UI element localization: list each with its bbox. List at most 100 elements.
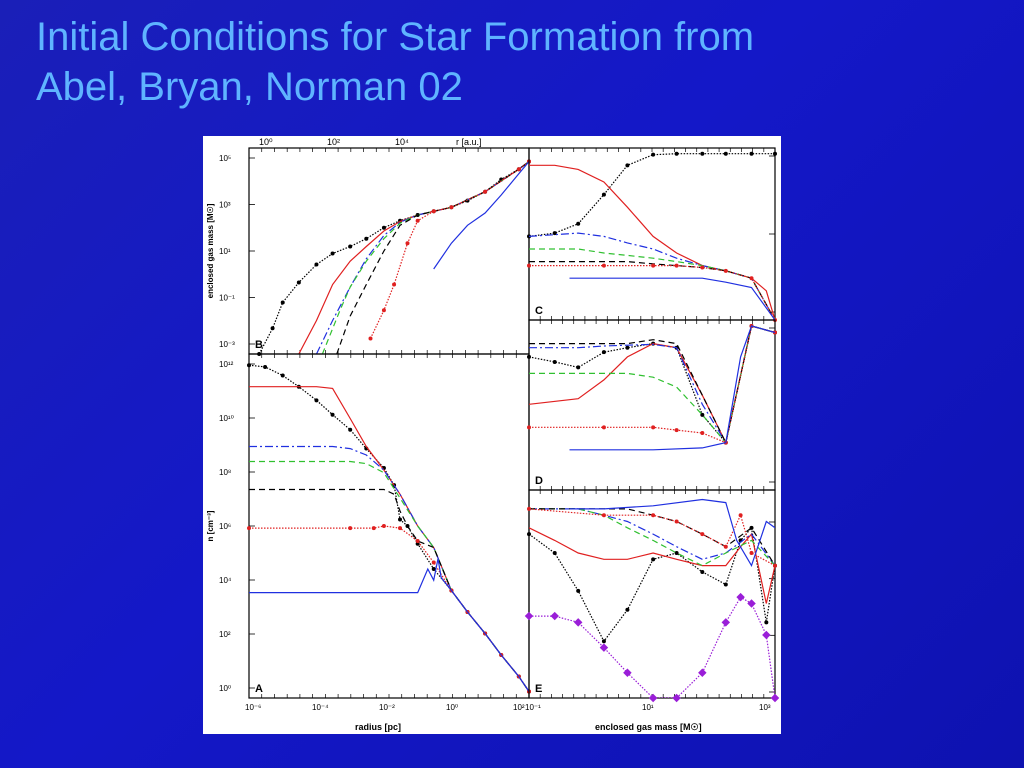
series-marker <box>773 151 777 156</box>
series-marker <box>698 668 707 678</box>
x-tick-label: 10⁻⁴ <box>312 703 329 712</box>
series-marker <box>700 412 705 417</box>
slide-title: Initial Conditions for Star Formation fr… <box>36 12 936 112</box>
y-axis-label-A: n [cm⁻³] <box>206 510 215 541</box>
series-line-E-5 <box>529 508 775 567</box>
series-marker <box>672 693 681 703</box>
series-marker <box>601 513 606 518</box>
series-marker <box>651 263 656 268</box>
series-marker <box>348 526 353 531</box>
series-marker <box>527 532 531 537</box>
series-line-A-5 <box>249 525 529 692</box>
y-tick-label: 10¹⁰ <box>219 414 234 423</box>
series-line-B-1 <box>298 161 529 354</box>
series-marker <box>527 263 531 268</box>
x-tick-label: 10¹ <box>642 703 654 712</box>
series-marker <box>431 567 436 571</box>
series-marker <box>415 539 420 544</box>
series-marker <box>747 599 756 608</box>
series-line-C-4 <box>529 261 775 320</box>
series-marker <box>601 263 606 268</box>
plot-group: B 10⁻³ 10⁻¹ 10¹ 10³ 10⁵ enclosed gas mass [M☉]… <box>206 147 799 712</box>
x-tick-label: 10⁰ <box>446 703 458 712</box>
y-tick-label: 10⁻¹ <box>219 294 235 303</box>
figure-panel: r [a.u.] 10⁰ 10² 10⁴ radius [pc] enclose… <box>203 136 799 734</box>
series-marker <box>381 524 386 528</box>
series-marker <box>625 607 630 612</box>
series-marker <box>483 189 488 194</box>
series-marker <box>415 218 420 223</box>
series-marker <box>527 354 531 359</box>
series-marker <box>527 425 531 430</box>
series-marker <box>749 551 754 556</box>
series-line-C-1 <box>529 164 775 320</box>
series-line-B-6 <box>433 161 529 270</box>
series-marker <box>736 592 745 602</box>
panel-letter-E: E <box>535 683 542 695</box>
slide-title-line-2: Abel, Bryan, Norman 02 <box>36 65 463 109</box>
top-axis-tick-1: 10² <box>327 137 340 147</box>
series-marker <box>623 668 632 678</box>
series-marker <box>330 412 335 417</box>
series-marker <box>723 582 728 587</box>
series-line-E-2 <box>529 508 775 566</box>
series-marker <box>674 428 679 433</box>
y-tick-label: 10² <box>219 630 231 639</box>
series-marker <box>348 427 353 432</box>
series-line-A-6 <box>249 558 529 692</box>
panel-letter-C: C <box>535 305 543 317</box>
y-axis-label-B: enclosed gas mass [M☉] <box>206 203 215 298</box>
series-marker <box>550 611 559 621</box>
series-marker <box>749 276 754 281</box>
series-marker <box>552 551 557 556</box>
series-marker <box>601 350 606 355</box>
series-line-A-4 <box>249 488 529 692</box>
x-tick-label: 10² <box>513 703 525 712</box>
series-line-C-0 <box>529 153 775 237</box>
series-line-B-2 <box>315 161 529 354</box>
series-line-E-4 <box>529 508 775 566</box>
series-marker <box>348 244 353 249</box>
y-tick-label: 10¹ <box>219 247 231 256</box>
y-tick-label: 10⁸ <box>219 468 231 477</box>
series-marker <box>405 241 410 246</box>
series-marker <box>601 425 606 430</box>
series-line-A-1 <box>249 386 529 692</box>
series-line-E-3 <box>529 508 775 567</box>
series-marker <box>770 693 780 703</box>
series-marker <box>247 526 251 531</box>
series-marker <box>651 513 656 518</box>
y-tick-label: 10⁻³ <box>219 340 235 349</box>
series-marker <box>674 551 679 556</box>
series-line-B-0 <box>258 161 529 354</box>
series-marker <box>738 513 743 518</box>
series-marker <box>527 506 531 511</box>
series-marker <box>552 231 557 236</box>
series-marker <box>723 544 728 549</box>
series-marker <box>700 151 705 156</box>
series-marker <box>270 326 275 331</box>
y-tick-label: 10⁴ <box>219 576 232 585</box>
series-marker <box>431 560 436 565</box>
y-tick-label: 10⁵ <box>219 154 231 163</box>
series-marker <box>674 151 679 156</box>
series-marker <box>371 526 376 531</box>
series-marker <box>700 431 705 436</box>
series-marker <box>330 251 335 256</box>
series-marker <box>674 263 679 268</box>
series-marker <box>296 280 301 285</box>
series-line-E-7 <box>529 596 775 698</box>
series-marker <box>601 192 606 197</box>
series-marker <box>764 620 769 625</box>
series-marker <box>552 359 557 364</box>
figure-svg: r [a.u.] 10⁰ 10² 10⁴ radius [pc] enclose… <box>206 137 799 732</box>
series-marker <box>625 163 630 168</box>
y-tick-label: 10¹² <box>219 360 234 369</box>
series-marker <box>576 221 581 226</box>
series-marker <box>314 398 319 403</box>
series-marker <box>280 373 285 378</box>
series-line-D-6 <box>569 325 775 451</box>
series-marker <box>398 526 403 531</box>
series-marker <box>576 365 581 370</box>
series-marker <box>449 205 454 210</box>
